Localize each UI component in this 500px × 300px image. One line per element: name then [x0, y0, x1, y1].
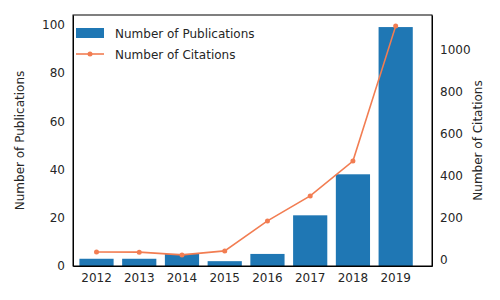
- chart: 2012 2013 2014 2015 2016 2017 2018 2019 0 20 40 60 8…: [0, 0, 500, 300]
- tick: 2012: [81, 266, 112, 285]
- marker: [137, 250, 142, 255]
- tick-label: 2016: [252, 271, 283, 285]
- tick: 2018: [338, 266, 369, 285]
- tick-label: 80: [50, 66, 65, 80]
- legend-item: Number of Citations: [76, 48, 235, 62]
- tick: 0: [432, 253, 448, 267]
- tick: 2017: [295, 266, 326, 285]
- tick: 2014: [167, 266, 198, 285]
- legend-item: Number of Publications: [76, 27, 255, 41]
- legend: Number of Publications Number of Citation…: [76, 27, 255, 62]
- tick: 200: [432, 211, 463, 225]
- axis-line: [74, 266, 433, 267]
- tick-label: 2013: [124, 271, 155, 285]
- line-series: [94, 24, 398, 258]
- tick: 2013: [124, 266, 155, 285]
- tick-label: 200: [440, 211, 463, 225]
- bar-series: [79, 27, 412, 266]
- tick-label: 2019: [380, 271, 411, 285]
- tick-label: 2018: [338, 271, 369, 285]
- tick: 40: [50, 163, 73, 177]
- tick-label: 2015: [209, 271, 240, 285]
- legend-swatch: [76, 28, 104, 38]
- axis-line: [73, 16, 74, 267]
- marker: [350, 159, 355, 164]
- marker: [393, 24, 398, 29]
- y-axis-title: Number of Publications: [13, 71, 27, 211]
- tick-label: 0: [440, 253, 448, 267]
- y2-axis-title: Number of Citations: [471, 80, 485, 200]
- tick-label: 2014: [167, 271, 198, 285]
- axis-line: [432, 16, 433, 267]
- tick: 20: [50, 211, 73, 225]
- tick-label: 40: [50, 163, 65, 177]
- tick: 800: [432, 85, 463, 99]
- tick: 1000: [432, 43, 471, 57]
- tick: 600: [432, 127, 463, 141]
- y-axis: 0 20 40 60 80 100: [42, 16, 73, 274]
- tick: 0: [57, 259, 73, 273]
- tick-label: 2012: [81, 271, 112, 285]
- tick-label: 100: [42, 18, 65, 32]
- tick: 60: [50, 115, 73, 129]
- bar: [293, 215, 327, 266]
- tick-label: 0: [57, 259, 65, 273]
- tick: 400: [432, 169, 463, 183]
- bar: [208, 261, 242, 266]
- tick-label: 60: [50, 115, 65, 129]
- legend-label: Number of Citations: [115, 48, 235, 62]
- x-axis: 2012 2013 2014 2015 2016 2017 2018 2019: [74, 266, 433, 285]
- marker: [265, 218, 270, 223]
- tick: 100: [42, 18, 73, 32]
- legend-label: Number of Publications: [115, 27, 255, 41]
- tick-label: 600: [440, 127, 463, 141]
- tick: 2019: [380, 266, 411, 285]
- tick-label: 800: [440, 85, 463, 99]
- tick-label: 2017: [295, 271, 326, 285]
- marker: [308, 193, 313, 198]
- bar: [336, 174, 370, 266]
- marker: [179, 252, 184, 257]
- legend-marker: [88, 52, 93, 57]
- tick-label: 400: [440, 169, 463, 183]
- tick: 2016: [252, 266, 283, 285]
- bar: [122, 259, 156, 266]
- marker: [222, 248, 227, 253]
- bar: [79, 259, 113, 266]
- y2-axis: 0 200 400 600 800 1000: [432, 16, 471, 268]
- tick: 2015: [209, 266, 240, 285]
- tick-label: 1000: [440, 43, 471, 57]
- marker: [94, 249, 99, 254]
- line: [97, 26, 396, 255]
- tick: 80: [50, 66, 73, 80]
- plot-area: [79, 24, 412, 266]
- bar: [250, 254, 284, 266]
- plot-frame: [73, 15, 432, 266]
- tick-label: 20: [50, 211, 65, 225]
